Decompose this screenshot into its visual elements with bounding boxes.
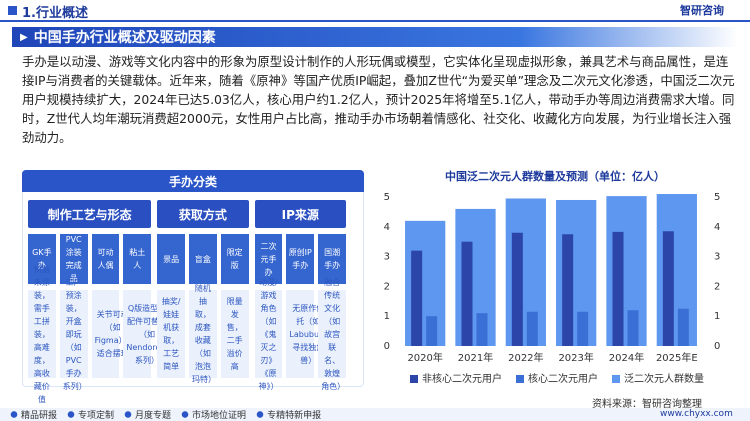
chart: 中国泛二次元人群数量及预测（单位：亿人） 0 1 2 3 4 5 0 1 2 3 4 5 2020年 20… <box>384 169 721 385</box>
footer-url: www.chyxx.com <box>660 409 733 419</box>
chart-title: 中国泛二次元人群数量及预测（单位：亿人） <box>445 169 665 183</box>
bar <box>662 231 674 346</box>
category-desc: 无原作依托（如Labubu、寻找独角兽） <box>286 290 327 378</box>
category-desc: 工厂预涂装，开盒即玩（如PVC手办系列） <box>59 278 88 391</box>
bar <box>461 241 473 346</box>
x-tick-label: 2022年 <box>508 351 543 364</box>
footer-item: 精品研报 <box>10 408 58 421</box>
footer-item: 专精特新申报 <box>256 408 322 421</box>
y-tick-label: 2 <box>384 281 390 292</box>
bar <box>677 308 689 346</box>
x-tick-label: 2021年 <box>458 351 493 364</box>
section-icon <box>8 6 17 15</box>
paragraph: 手办是以动漫、游戏等文化内容中的形象为原型设计制作的人形玩偶或模型，它实体化呈现… <box>22 54 735 145</box>
column-title: 制作工艺与形态 <box>28 200 152 228</box>
category-item: 限定版 <box>220 234 249 284</box>
x-tick-label: 2024年 <box>609 351 644 364</box>
category-item: 国潮手办 <box>318 234 346 284</box>
bar <box>612 231 624 346</box>
bar <box>511 232 523 346</box>
y-tick-label: 5 <box>384 192 390 203</box>
category-desc: Q版造型，配件可替换（如Nendoroid系列） <box>123 290 168 378</box>
section-title: 1.行业概述 <box>22 6 88 21</box>
category-desc: 随机抽取，成套收藏（如泡泡玛特） <box>189 284 217 384</box>
footer-item: 专项定制 <box>67 408 115 421</box>
legend-label: 核心二次元用户 <box>528 372 598 385</box>
bar <box>556 199 597 346</box>
legend-label: 泛二次元人群数量 <box>624 372 704 385</box>
header-rule <box>0 20 750 22</box>
legend-swatch <box>612 375 620 383</box>
bar <box>455 208 496 346</box>
category-desc: 抽奖/娃娃机获取，工艺简单 <box>157 290 185 378</box>
panel-title: 手办分类 <box>22 170 364 192</box>
legend-label: 非核心二次元用户 <box>422 372 502 385</box>
category-item: 盲盒 <box>189 234 217 284</box>
bar <box>526 311 538 346</box>
column-title: IP来源 <box>254 200 346 228</box>
bar <box>606 196 647 346</box>
legend-swatch <box>410 375 418 383</box>
bar <box>577 311 589 346</box>
banner-title: 中国手办行业概述及驱动因素 <box>33 30 216 46</box>
category-desc: 融合传统文化（如故宫联名、敦煌角色） <box>318 278 346 391</box>
y-tick-label: 4 <box>384 222 390 233</box>
y-tick-label: 1 <box>384 311 390 322</box>
bar <box>656 194 697 346</box>
category-item: 二次元手办 <box>254 234 283 284</box>
category-desc: 限量发售，二手溢价高 <box>220 290 249 378</box>
category-item: 粘土人 <box>123 234 152 284</box>
bar <box>405 220 446 346</box>
category-item: 原创IP手办 <box>286 234 315 284</box>
banner: ▶ 中国手办行业概述及驱动因素 <box>12 27 738 47</box>
y2-tick-label: 4 <box>714 222 720 233</box>
column-title: 获取方式 <box>157 200 249 228</box>
category-item: PVC涂装完成品 <box>59 234 88 284</box>
logo: 智研咨询 <box>680 4 724 17</box>
category-item: 可动人偶 <box>91 234 120 284</box>
bar <box>476 313 488 346</box>
category-desc: 树脂未涂装，需手工拼装，高难度，高收藏价值 <box>28 265 56 404</box>
y2-tick-label: 2 <box>714 281 720 292</box>
x-tick-label: 2023年 <box>558 351 593 364</box>
footer-item: 市场地位证明 <box>181 408 247 421</box>
y2-tick-label: 0 <box>714 341 720 352</box>
category-desc: 动漫/游戏角色（如《鬼灭之刃》《原神》） <box>254 278 283 391</box>
category-desc: 关节可动（如Figma），适合摆玩 <box>91 290 131 378</box>
bar <box>505 198 546 346</box>
bar <box>411 250 423 346</box>
category-item: 景品 <box>157 234 185 284</box>
y-tick-label: 3 <box>384 252 390 263</box>
footer-item: 月度专题 <box>124 408 172 421</box>
footer-items: 精品研报 专项定制 月度专题 市场地位证明 专精特新申报 <box>10 408 322 421</box>
y2-tick-label: 5 <box>714 192 720 203</box>
x-tick-label: 2025年E <box>656 351 698 364</box>
category-item: GK手办 <box>28 234 56 284</box>
y2-tick-label: 1 <box>714 311 720 322</box>
y2-tick-label: 3 <box>714 252 720 263</box>
bar <box>426 316 438 346</box>
source: 资料来源：智研咨询整理 <box>592 399 702 410</box>
bar <box>562 234 574 346</box>
bar <box>627 310 639 346</box>
x-tick-label: 2020年 <box>407 351 442 364</box>
legend-swatch <box>516 375 524 383</box>
y-tick-label: 0 <box>384 341 390 352</box>
